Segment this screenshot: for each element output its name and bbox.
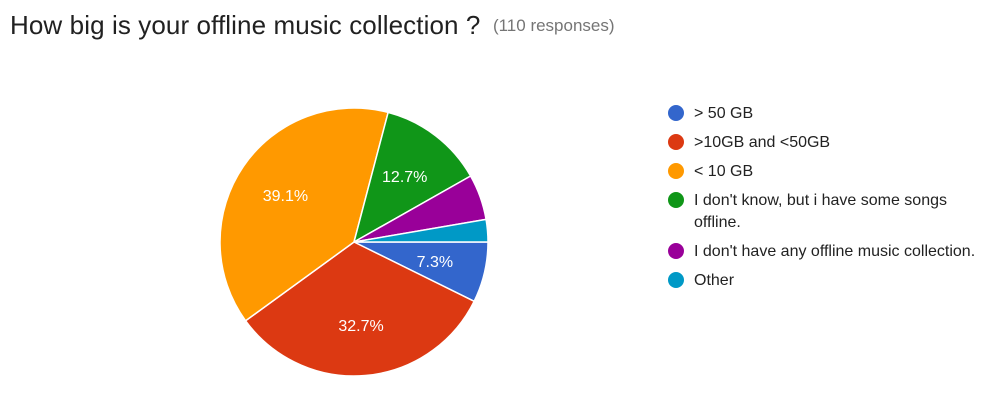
pie-slice-6[interactable] xyxy=(353,218,489,243)
legend-item-4[interactable]: I don't know, but i have some songs offl… xyxy=(668,190,988,234)
legend-item-3[interactable]: < 10 GB xyxy=(668,161,988,183)
legend-item-1[interactable]: > 50 GB xyxy=(668,103,988,125)
legend-swatch-6 xyxy=(668,272,684,288)
legend-item-5[interactable]: I don't have any offline music collectio… xyxy=(668,241,988,263)
slice-label-2: 32.7% xyxy=(338,318,383,335)
legend-label-5: I don't have any offline music collectio… xyxy=(694,243,976,260)
legend-label-4: I don't know, but i have some songs offl… xyxy=(694,192,947,231)
pie-slice-2[interactable] xyxy=(244,241,476,377)
pie-chart: 7.3% 32.7% 39.1% 12.7% xyxy=(219,107,489,377)
legend-label-6: Other xyxy=(694,272,735,289)
legend-item-6[interactable]: Other xyxy=(668,270,988,292)
slice-label-3: 39.1% xyxy=(263,188,308,205)
slice-label-4: 12.7% xyxy=(382,169,427,186)
pie-slice-4[interactable] xyxy=(352,111,472,244)
legend-swatch-5 xyxy=(668,243,684,259)
legend-label-1: > 50 GB xyxy=(694,105,754,122)
legend-swatch-1 xyxy=(668,105,684,121)
legend-label-3: < 10 GB xyxy=(694,163,754,180)
chart-title: How big is your offline music collection… xyxy=(10,10,481,40)
chart-header: How big is your offline music collection… xyxy=(10,10,615,41)
chart-legend: > 50 GB >10GB and <50GB < 10 GB I don't kno… xyxy=(668,103,988,299)
legend-swatch-2 xyxy=(668,134,684,150)
legend-swatch-3 xyxy=(668,163,684,179)
pie-slice-3[interactable] xyxy=(219,107,390,322)
response-count: (110 responses) xyxy=(492,16,615,35)
legend-swatch-4 xyxy=(668,192,684,208)
legend-label-2: >10GB and <50GB xyxy=(694,134,831,151)
legend-item-2[interactable]: >10GB and <50GB xyxy=(668,132,988,154)
slice-label-1: 7.3% xyxy=(417,254,453,271)
